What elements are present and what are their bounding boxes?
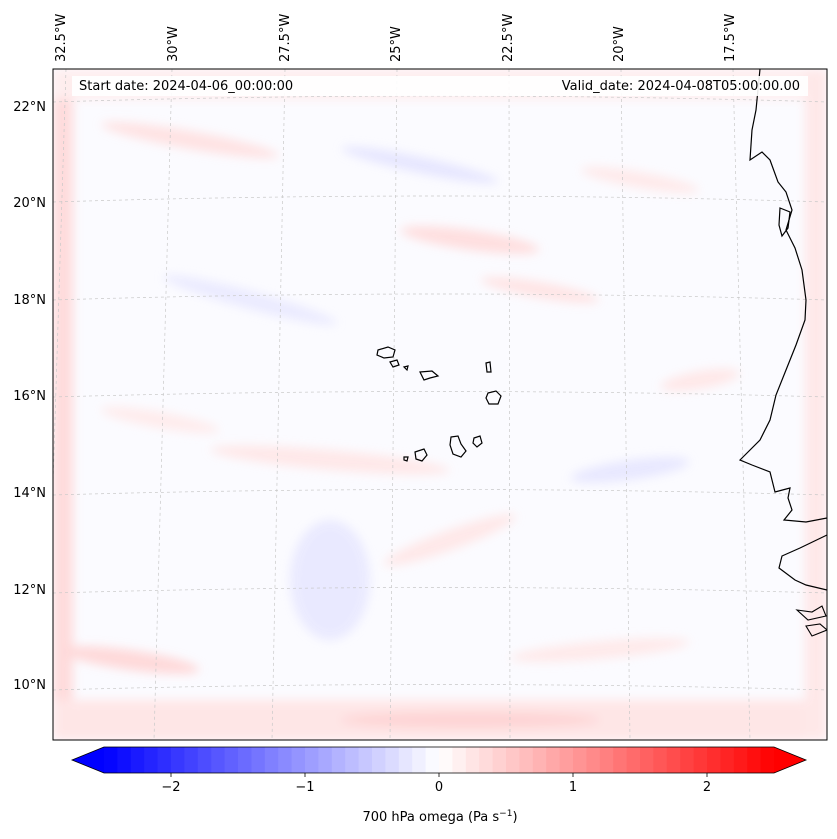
colorbar-cell bbox=[184, 747, 199, 773]
colorbar-cell bbox=[519, 747, 534, 773]
colorbar-ticks: −2 −1 0 1 2 bbox=[161, 773, 711, 795]
colorbar-cell bbox=[439, 747, 453, 773]
lon-labels: 32.5°W 30°W 27.5°W 25°W 22.5°W 20°W 17.5… bbox=[54, 14, 738, 62]
lat-label: 20°N bbox=[13, 196, 46, 211]
colorbar-cell bbox=[412, 747, 427, 773]
colorbar-cell bbox=[197, 747, 212, 773]
colorbar-cell bbox=[398, 747, 413, 773]
colorbar-cell bbox=[465, 747, 480, 773]
colorbar-cell bbox=[733, 747, 748, 773]
colorbar-extend-min bbox=[72, 747, 104, 773]
colorbar-cell bbox=[130, 747, 145, 773]
colorbar-cell bbox=[506, 747, 520, 773]
colorbar-cell bbox=[546, 747, 561, 773]
colorbar-tick-label: 0 bbox=[435, 780, 443, 795]
colorbar-cell bbox=[640, 747, 654, 773]
colorbar-cell bbox=[224, 747, 239, 773]
lat-label: 14°N bbox=[13, 486, 46, 501]
coastline-islets-2 bbox=[805, 623, 827, 637]
gridlines bbox=[53, 69, 827, 740]
colorbar-cell bbox=[157, 747, 172, 773]
colorbar-cell bbox=[104, 747, 118, 773]
colorbar-cell bbox=[452, 747, 467, 773]
colorbar-label: 700 hPa omega (Pa s−1) bbox=[362, 809, 517, 825]
lat-labels: 22°N 20°N 18°N 16°N 14°N 12°N 10°N bbox=[13, 100, 46, 693]
colorbar-tick-label: −1 bbox=[295, 780, 314, 795]
colorbar-cell bbox=[117, 747, 132, 773]
lon-label: 20°W bbox=[612, 26, 627, 62]
colorbar-cell bbox=[425, 747, 440, 773]
lon-label: 17.5°W bbox=[723, 14, 738, 62]
colorbar-cell bbox=[238, 747, 252, 773]
colorbar-cell bbox=[492, 747, 507, 773]
colorbar-cell bbox=[680, 747, 695, 773]
lon-label: 30°W bbox=[166, 26, 181, 62]
colorbar-cell bbox=[760, 747, 775, 773]
colorbar-cell bbox=[318, 747, 333, 773]
map-panel: Start date: 2024-04-06_00:00:00 Valid_da… bbox=[52, 68, 828, 741]
colorbar-cell bbox=[707, 747, 721, 773]
map-frame bbox=[52, 68, 828, 741]
lon-label: 32.5°W bbox=[54, 14, 69, 62]
colorbar-tick-label: −2 bbox=[161, 780, 180, 795]
coastline-guinea-bissau bbox=[778, 534, 827, 591]
colorbar-cell bbox=[144, 747, 159, 773]
colorbar-cell bbox=[626, 747, 641, 773]
islands bbox=[376, 346, 502, 462]
header-band bbox=[72, 76, 808, 96]
colorbar-cell bbox=[291, 747, 306, 773]
coastline-islets bbox=[795, 605, 827, 621]
colorbar-cell bbox=[613, 747, 628, 773]
lat-label: 18°N bbox=[13, 293, 46, 308]
colorbar-cell bbox=[599, 747, 614, 773]
lon-label: 27.5°W bbox=[278, 14, 293, 62]
colorbar-cell bbox=[479, 747, 494, 773]
colorbar-cells bbox=[104, 747, 775, 773]
lon-label: 22.5°W bbox=[501, 14, 516, 62]
colorbar: −2 −1 0 1 2 700 hPa omega (Pa s−1) bbox=[70, 746, 808, 825]
colorbar-cell bbox=[747, 747, 762, 773]
colorbar-cell bbox=[385, 747, 400, 773]
lat-label: 10°N bbox=[13, 678, 46, 693]
colorbar-outline bbox=[70, 746, 808, 774]
colorbar-cell bbox=[305, 747, 319, 773]
colorbar-tick-label: 2 bbox=[703, 780, 711, 795]
colorbar-cell bbox=[693, 747, 708, 773]
valid-date: Valid_date: 2024-04-08T05:00:00.00 bbox=[562, 79, 800, 94]
coastline bbox=[738, 69, 827, 523]
colorbar-cell bbox=[653, 747, 668, 773]
colorbar-cell bbox=[532, 747, 547, 773]
colorbar-cell bbox=[666, 747, 681, 773]
colorbar-cell bbox=[211, 747, 226, 773]
colorbar-cell bbox=[586, 747, 601, 773]
colorbar-cell bbox=[171, 747, 185, 773]
colorbar-cell bbox=[264, 747, 279, 773]
lat-label: 12°N bbox=[13, 583, 46, 598]
colorbar-cell bbox=[372, 747, 386, 773]
map-background bbox=[53, 69, 827, 740]
colorbar-cell bbox=[251, 747, 266, 773]
colorbar-cell bbox=[573, 747, 587, 773]
start-date: Start date: 2024-04-06_00:00:00 bbox=[79, 79, 293, 94]
colorbar-cell bbox=[331, 747, 346, 773]
coastline-detail bbox=[778, 207, 791, 238]
colorbar-tick-label: 1 bbox=[569, 780, 577, 795]
lat-label: 22°N bbox=[13, 100, 46, 115]
colorbar-cell bbox=[720, 747, 735, 773]
colorbar-cell bbox=[345, 747, 360, 773]
colorbar-extend-max bbox=[774, 747, 806, 773]
colorbar-cell bbox=[278, 747, 293, 773]
lat-label: 16°N bbox=[13, 389, 46, 404]
colorbar-cell bbox=[559, 747, 574, 773]
colorbar-cell bbox=[358, 747, 373, 773]
lon-label: 25°W bbox=[389, 26, 404, 62]
